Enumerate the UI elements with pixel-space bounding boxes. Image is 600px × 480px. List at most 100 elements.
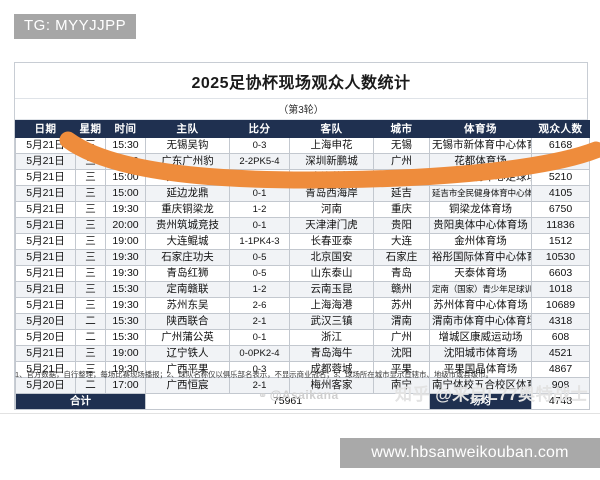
cell-date: 5月21日 xyxy=(15,201,76,218)
column-header-away-team: 客队 xyxy=(289,120,374,138)
sheet-title: 2025足协杯现场观众人数统计 xyxy=(15,63,587,99)
bottom-divider xyxy=(0,413,600,414)
column-header-weekday: 星期 xyxy=(75,120,106,138)
average-value: 4748 xyxy=(531,393,590,410)
cell-time: 19:30 xyxy=(105,153,146,170)
cell-date: 5月21日 xyxy=(15,361,76,378)
total-value: 75961 xyxy=(145,393,430,410)
cell-time: 15:30 xyxy=(105,137,146,154)
cell-attendance: 6750 xyxy=(531,201,590,218)
cell-date: 5月20日 xyxy=(15,313,76,330)
cell-attendance: 4521 xyxy=(531,345,590,362)
cell-home-team: 石家庄功夫 xyxy=(145,249,230,266)
cell-attendance: 5210 xyxy=(531,169,590,186)
cell-score: 2-1 xyxy=(229,377,290,394)
cell-attendance: 6168 xyxy=(531,137,590,154)
cell-stadium: 平果国晶体育场 xyxy=(429,361,532,378)
cell-stadium: 延吉市全民健身体育中心体育场 xyxy=(429,185,532,202)
cell-weekday: 三 xyxy=(75,217,106,234)
cell-score: 1-5 xyxy=(229,169,290,186)
attendance-table-sheet: 2025足协杯现场观众人数统计 （第3轮） 日期 星期 时间 主队 比分 客队 … xyxy=(14,62,590,410)
column-header-time: 时间 xyxy=(105,120,146,138)
cell-city: 重庆 xyxy=(373,201,430,218)
cell-weekday: 三 xyxy=(75,137,106,154)
cell-date: 5月21日 xyxy=(15,137,76,154)
cell-home-team: 贵州筑城竞技 xyxy=(145,217,230,234)
cell-city: 青岛 xyxy=(373,265,430,282)
cell-home-team: 重庆铜梁龙 xyxy=(145,201,230,218)
cell-home-team: 广州蒲公英 xyxy=(145,329,230,346)
cell-city: 贵阳 xyxy=(373,217,430,234)
cell-home-team: 定南赣联 xyxy=(145,281,230,298)
cell-date: 5月20日 xyxy=(15,329,76,346)
cell-stadium: 铜梁龙体育场 xyxy=(429,201,532,218)
column-header-date: 日期 xyxy=(15,120,76,138)
cell-city: 赣州 xyxy=(373,281,430,298)
cell-attendance: 908 xyxy=(531,377,590,394)
cell-weekday: 三 xyxy=(75,297,106,314)
cell-attendance: 608 xyxy=(531,329,590,346)
cell-date: 5月20日 xyxy=(15,377,76,394)
cell-date: 5月21日 xyxy=(15,169,76,186)
sheet-subtitle: （第3轮） xyxy=(15,99,587,120)
cell-city: 大连 xyxy=(373,169,430,186)
cell-stadium: 沈阳城市体育场 xyxy=(429,345,532,362)
column-header-attendance: 观众人数 xyxy=(531,120,590,138)
cell-date: 5月21日 xyxy=(15,217,76,234)
cell-attendance: 10530 xyxy=(531,249,590,266)
cell-score: 2-2PK5-4 xyxy=(229,153,290,170)
cell-stadium: 大连市体育中心足球场 xyxy=(429,169,532,186)
cell-score: 0-3 xyxy=(229,361,290,378)
cell-date: 5月21日 xyxy=(15,249,76,266)
cell-time: 20:00 xyxy=(105,217,146,234)
cell-weekday: 三 xyxy=(75,233,106,250)
cell-stadium: 贵阳奥体中心体育场 xyxy=(429,217,532,234)
cell-away-team: 成都蓉城 xyxy=(289,361,374,378)
cell-weekday: 三 xyxy=(75,169,106,186)
cell-time: 19:30 xyxy=(105,249,146,266)
cell-date: 5月21日 xyxy=(15,281,76,298)
attendance-table: 日期 星期 时间 主队 比分 客队 城市 体育场 观众人数 5月21日三 15:3… xyxy=(15,120,590,410)
cell-date: 5月21日 xyxy=(15,153,76,170)
cell-home-team: 无锡吴钩 xyxy=(145,137,230,154)
cell-date: 5月21日 xyxy=(15,185,76,202)
cell-stadium: 无锡市新体育中心体育场 xyxy=(429,137,532,154)
cell-home-team: 大连智行 xyxy=(145,169,230,186)
site-url-banner: www.hbsanweikouban.com xyxy=(340,438,600,468)
weibo-icon: ⚭ xyxy=(258,390,268,402)
zhihu-watermark: 知乎 @来自L77奥特战士 xyxy=(395,385,589,404)
table-body: 5月21日三15:30无锡吴钩0-3上海申花无锡无锡市新体育中心体育场61685… xyxy=(15,137,590,394)
cell-time: 15:00 xyxy=(105,185,146,202)
cell-weekday: 三 xyxy=(75,185,106,202)
cell-city: 苏州 xyxy=(373,297,430,314)
cell-home-team: 延边龙鼎 xyxy=(145,185,230,202)
table-row: 5月21日三19:30石家庄功夫0-5北京国安石家庄裕彤国际体育中心体育场105… xyxy=(15,249,590,266)
cell-attendance: 4318 xyxy=(531,313,590,330)
table-row: 5月21日三 19:30 青岛红狮 0-5 山东泰山 青岛 天泰体育场 6603 xyxy=(15,265,590,282)
cell-score: 0-0PK2-4 xyxy=(229,345,290,362)
table-row: 5月21日三 19:30 广西平果 0-3 成都蓉城 平果 平果国晶体育场 4867 xyxy=(15,361,590,378)
cell-home-team: 青岛红狮 xyxy=(145,265,230,282)
cell-weekday: 二 xyxy=(75,329,106,346)
cell-score: 0-1 xyxy=(229,217,290,234)
cell-attendance: 1512 xyxy=(531,233,590,250)
table-row: 5月20日二 15:30 广州蒲公英 0-1 浙江 广州 增城区康威运动场 608 xyxy=(15,329,590,346)
column-header-city: 城市 xyxy=(373,120,430,138)
table-row: 5月21日三 19:30 广东广州豹 2-2PK5-4 深圳新鹏城 广州 花都体育场 1005 xyxy=(15,153,590,170)
table-header-row: 日期 星期 时间 主队 比分 客队 城市 体育场 观众人数 xyxy=(15,120,590,138)
cell-attendance: 1005 xyxy=(531,153,590,170)
cell-city: 广州 xyxy=(373,153,430,170)
cell-away-team: 大连英博 xyxy=(289,169,374,186)
cell-away-team: 云南玉昆 xyxy=(289,281,374,298)
cell-stadium: 南宁体校五合校区体育场 xyxy=(429,377,532,394)
cell-stadium: 金州体育场 xyxy=(429,233,532,250)
cell-weekday: 三 xyxy=(75,265,106,282)
table-row: 5月21日三 19:30 苏州东吴 2-6 上海海港 苏州 苏州体育中心体育场 10689 xyxy=(15,297,590,314)
cell-away-team: 上海申花 xyxy=(289,137,374,154)
cell-attendance: 10689 xyxy=(531,297,590,314)
cell-home-team: 陕西联合 xyxy=(145,313,230,330)
cell-score: 0-3 xyxy=(229,137,290,154)
cell-stadium: 苏州体育中心体育场 xyxy=(429,297,532,314)
